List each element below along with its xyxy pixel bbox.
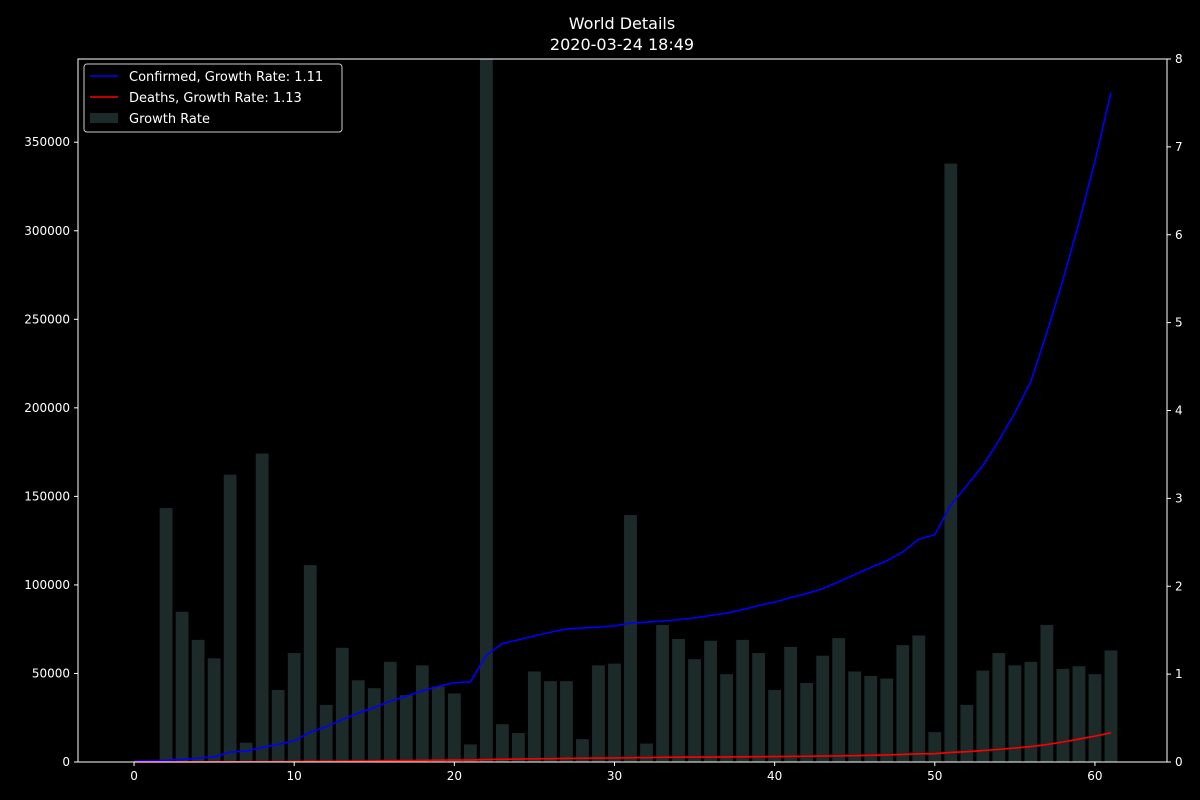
growth-rate-bar [287, 653, 301, 762]
chart-subtitle: 2020-03-24 18:49 [550, 35, 694, 54]
x-tick-label: 20 [447, 769, 462, 783]
y-right-tick-label: 4 [1175, 404, 1183, 418]
y-tick-label: 350000 [24, 135, 70, 149]
growth-rate-bar [207, 658, 221, 762]
confirmed-line [134, 92, 1112, 762]
legend: Confirmed, Growth Rate: 1.11 Deaths, Grow… [83, 63, 343, 133]
growth-rate-bar [495, 724, 509, 762]
growth-rate-bar [720, 674, 734, 762]
y-tick-label: 250000 [24, 312, 70, 326]
growth-rate-bar [992, 653, 1006, 762]
growth-rate-bar [383, 661, 397, 762]
growth-rate-bar [880, 678, 894, 762]
x-tick-label: 0 [130, 769, 138, 783]
growth-rate-bar [303, 565, 317, 762]
growth-rate-bar [832, 638, 846, 762]
growth-rate-bars [159, 59, 1118, 763]
growth-rate-bar [271, 689, 285, 762]
growth-rate-bar [175, 611, 189, 762]
growth-rate-bar [560, 681, 573, 762]
growth-rate-bar [704, 640, 717, 762]
x-tick-label: 60 [1087, 769, 1102, 783]
growth-rate-bar [367, 688, 381, 762]
growth-rate-bar [848, 671, 862, 762]
growth-rate-bar [944, 163, 958, 763]
y-tick-label: 50000 [32, 666, 70, 680]
y-right-tick-label: 6 [1175, 228, 1183, 242]
legend-label: Growth Rate [129, 112, 210, 127]
legend-label: Confirmed, Growth Rate: 1.11 [129, 70, 323, 85]
y-right-tick-label: 3 [1175, 491, 1183, 505]
y-tick-label: 100000 [24, 578, 70, 592]
growth-rate-bar [255, 453, 269, 762]
growth-rate-bar [912, 635, 926, 762]
x-tick-label: 40 [767, 769, 782, 783]
growth-rate-bar [223, 474, 237, 762]
growth-rate-bar [656, 624, 669, 762]
x-tick-label: 10 [287, 769, 302, 783]
legend-label: Deaths, Growth Rate: 1.13 [129, 91, 302, 106]
growth-rate-bar [688, 659, 701, 762]
y-tick-label: 200000 [24, 401, 70, 415]
growth-rate-bar [431, 686, 445, 762]
growth-rate-bar [1072, 666, 1086, 762]
growth-rate-bar [624, 515, 637, 762]
growth-rate-bar [399, 695, 413, 762]
growth-rate-bar [447, 693, 461, 762]
growth-rate-bar [672, 638, 685, 762]
growth-rate-bar [608, 663, 621, 762]
growth-rate-bar [976, 670, 990, 762]
y-right-tick-label: 1 [1175, 667, 1183, 681]
growth-rate-bar [1040, 624, 1054, 762]
growth-rate-bar [351, 680, 365, 762]
growth-rate-bar [479, 59, 493, 762]
x-tick-label: 50 [927, 769, 942, 783]
y-right-tick-label: 8 [1175, 52, 1183, 66]
growth-rate-bar [1056, 668, 1070, 762]
growth-rate-bar [960, 704, 974, 762]
y-right-tick-label: 5 [1175, 316, 1183, 330]
x-tick-label: 30 [607, 769, 622, 783]
growth-rate-bar [415, 665, 429, 762]
legend-swatch-growth-rate [90, 113, 118, 123]
growth-rate-bar [896, 645, 910, 762]
growth-rate-bar [784, 646, 798, 762]
y-right-tick-label: 0 [1175, 755, 1183, 769]
y-tick-label: 300000 [24, 224, 70, 238]
growth-rate-bar [816, 655, 830, 762]
growth-rate-bar [864, 675, 878, 762]
growth-rate-bar [752, 653, 766, 762]
growth-rate-bar [592, 665, 605, 762]
growth-rate-bar [1088, 674, 1102, 762]
y-tick-label: 0 [62, 755, 70, 769]
growth-rate-bar [544, 681, 557, 762]
growth-rate-bar [319, 704, 333, 762]
growth-rate-bar [191, 639, 205, 762]
growth-rate-bar [1104, 650, 1118, 762]
growth-rate-bar [736, 639, 750, 762]
growth-rate-bar [335, 647, 349, 762]
growth-rate-bar [528, 671, 541, 762]
chart-title: World Details [569, 14, 675, 33]
y-right-tick-label: 7 [1175, 140, 1183, 154]
growth-rate-bar [511, 733, 525, 762]
growth-rate-bar [800, 682, 814, 762]
growth-rate-bar [928, 732, 942, 762]
growth-rate-bar [576, 739, 589, 762]
y-tick-label: 150000 [24, 489, 70, 503]
growth-rate-bar [239, 742, 253, 762]
axes: 0 10 20 30 40 50 60050000100000150000200000250… [24, 52, 1182, 783]
growth-rate-bar [159, 508, 173, 762]
growth-rate-bar [1008, 665, 1022, 762]
growth-rate-bar [768, 689, 782, 762]
growth-rate-bar [640, 743, 653, 762]
growth-rate-bar [463, 744, 477, 762]
y-right-tick-label: 2 [1175, 579, 1183, 593]
legend-box [83, 63, 343, 133]
growth-rate-bar [1024, 661, 1038, 762]
